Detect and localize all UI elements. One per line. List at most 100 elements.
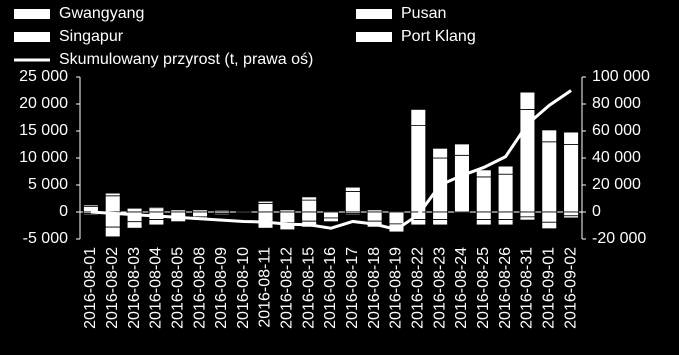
- bar: [83, 213, 99, 216]
- bar: [497, 165, 514, 175]
- bar: [126, 207, 143, 213]
- bar: [541, 129, 558, 143]
- bar: [497, 219, 514, 226]
- x-tick-label: 2016-08-17: [344, 247, 361, 329]
- x-tick-label: 2016-08-31: [519, 247, 536, 329]
- bar: [279, 211, 296, 224]
- bar: [475, 176, 492, 213]
- bar: [454, 154, 470, 213]
- legend-label: Pusan: [401, 5, 446, 22]
- bar: [301, 211, 317, 222]
- legend-label: Singapur: [59, 28, 124, 45]
- x-tick-label: 2016-09-02: [562, 247, 579, 329]
- x-tick-label: 2016-08-11: [257, 247, 274, 328]
- y2-tick-label: 60 000: [592, 122, 641, 139]
- x-tick-label: 2016-09-01: [540, 247, 557, 329]
- bar: [563, 131, 579, 145]
- x-tick-label: 2016-08-24: [453, 247, 470, 329]
- x-tick-label: 2016-08-10: [235, 247, 252, 329]
- bar: [541, 211, 558, 223]
- y-tick-label: 10 000: [19, 149, 68, 166]
- legend-label: Gwangyang: [59, 5, 144, 22]
- x-tick-label: 2016-08-09: [213, 247, 230, 329]
- legend-marker: [356, 32, 392, 42]
- bar: [475, 211, 492, 220]
- bar: [257, 202, 274, 213]
- bar: [148, 219, 165, 226]
- x-tick-label: 2016-08-05: [169, 247, 186, 329]
- y-tick-label: 25 000: [19, 68, 68, 85]
- bar: [366, 211, 383, 222]
- bar: [432, 219, 448, 226]
- x-tick-label: 2016-08-19: [388, 247, 405, 329]
- x-tick-label: 2016-08-25: [475, 247, 492, 329]
- bar: [410, 125, 427, 213]
- bar: [345, 213, 361, 216]
- bar: [104, 192, 121, 197]
- legend-marker: [356, 9, 392, 19]
- y2-tick-label: 40 000: [592, 149, 641, 166]
- bar: [345, 186, 361, 192]
- x-tick-label: 2016-08-22: [410, 247, 427, 329]
- x-tick-label: 2016-08-23: [431, 247, 448, 329]
- bar: [301, 199, 317, 213]
- bar: [519, 216, 536, 221]
- bar: [257, 211, 274, 223]
- x-tick-label: 2016-08-04: [148, 247, 165, 329]
- bar: [497, 211, 514, 220]
- bar: [83, 204, 99, 207]
- bar: [323, 217, 339, 223]
- bar: [192, 211, 208, 218]
- bar: [104, 195, 121, 213]
- bar: [563, 144, 579, 213]
- y-tick-label: -5 000: [23, 230, 68, 247]
- x-tick-label: 2016-08-08: [191, 247, 208, 329]
- bar: [410, 219, 427, 226]
- y2-tick-label: 20 000: [592, 176, 641, 193]
- bar: [235, 212, 252, 215]
- x-tick-label: 2016-08-03: [126, 247, 143, 329]
- bar: [475, 219, 492, 226]
- x-tick-label: 2016-08-12: [279, 247, 296, 329]
- y2-tick-label: -20 000: [592, 230, 646, 247]
- bar: [519, 91, 536, 110]
- x-tick-label: 2016-08-15: [300, 247, 317, 329]
- bar: [563, 211, 579, 217]
- x-tick-label: 2016-08-26: [497, 247, 514, 329]
- bar: [454, 143, 470, 156]
- bar: [475, 169, 492, 178]
- bar: [301, 196, 317, 201]
- bar: [323, 211, 339, 219]
- bar: [541, 141, 558, 213]
- bar: [257, 200, 274, 204]
- bar: [345, 191, 361, 213]
- legend-marker: [14, 9, 50, 19]
- bar: [410, 109, 427, 127]
- y-tick-label: 15 000: [19, 122, 68, 139]
- y-tick-label: 20 000: [19, 95, 68, 112]
- y2-tick-label: 0: [592, 203, 601, 220]
- bar: [148, 206, 165, 209]
- x-tick-label: 2016-08-16: [322, 247, 339, 329]
- bar: [519, 211, 536, 218]
- bar: [214, 213, 230, 216]
- legend-marker: [14, 32, 50, 42]
- bar: [541, 221, 558, 230]
- bar: [432, 211, 448, 220]
- bar: [126, 221, 143, 229]
- x-tick-label: 2016-08-01: [82, 247, 99, 329]
- bar: [432, 147, 448, 159]
- y2-tick-label: 80 000: [592, 95, 641, 112]
- y2-tick-label: 100 000: [592, 68, 650, 85]
- x-tick-label: 2016-08-02: [104, 247, 121, 329]
- x-tick-label: 2016-08-18: [366, 247, 383, 329]
- bar: [497, 173, 514, 213]
- y-tick-label: 5 000: [28, 176, 68, 193]
- bar: [563, 215, 579, 219]
- y-tick-label: 0: [59, 203, 68, 220]
- bar: [104, 226, 121, 238]
- bar: [148, 207, 165, 213]
- legend-label: Skumulowany przyrost (t, prawa oś): [59, 51, 313, 68]
- bar: [388, 211, 405, 225]
